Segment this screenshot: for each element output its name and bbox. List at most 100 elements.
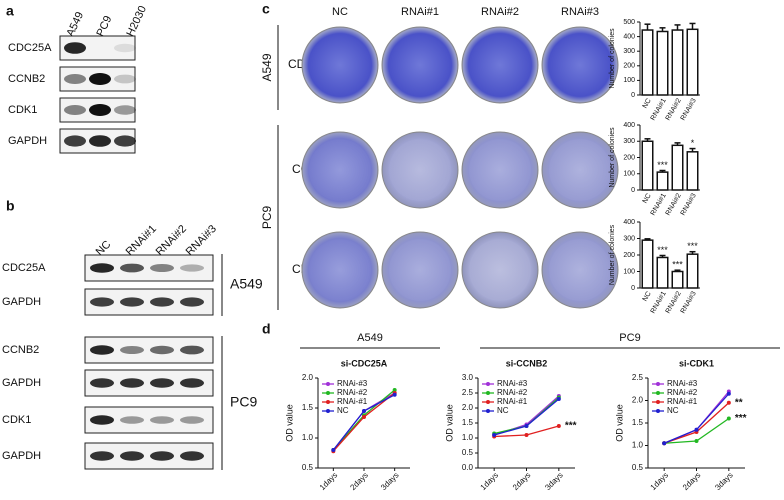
band [180,451,204,461]
legend-label: RNAi-#1 [497,397,528,406]
y-tick-label: 0 [631,92,635,99]
band [90,451,114,461]
legend-marker [486,391,490,395]
colony-stain [463,233,537,307]
colony-stain [383,28,457,102]
y-tick-label: 300 [623,235,635,242]
band [89,73,111,85]
point [556,424,561,428]
y-tick-label: 200 [623,63,635,70]
point [694,439,699,443]
point [662,441,667,446]
y-tick-label: 0.5 [462,448,474,457]
band [64,42,86,54]
colony-stain [383,133,457,207]
colony-stain [543,233,617,307]
cell-line-label: PC9 [260,206,274,230]
band [89,135,111,147]
legend-label: NC [667,406,679,415]
bar [656,30,669,96]
y-tick-label: 2.5 [462,388,474,397]
legend-label: RNAi-#3 [337,379,368,388]
point [694,427,699,432]
y-tick-label: 1.5 [302,403,314,412]
y-tick-label: 1.5 [632,418,644,427]
y-tick-label: 300 [623,138,635,145]
y-tick-label: 400 [623,33,635,40]
column-label: NC [332,6,348,18]
x-tick-label: NC [642,290,653,302]
legend-label: RNAi-#3 [497,379,528,388]
column-label: RNAi#2 [481,6,519,18]
chart-title: si-CCNB2 [506,358,548,368]
legend-label: NC [337,406,349,415]
band [150,264,174,272]
y-tick-label: 300 [623,48,635,55]
point [392,392,397,397]
legend-marker [656,409,660,413]
column-label: RNAi#3 [561,6,599,18]
bar [686,253,699,289]
group-label: A549 [230,276,263,292]
band [150,378,174,388]
column-label: RNAi#1 [401,6,439,18]
legend-label: RNAi-#2 [497,388,528,397]
panel-label: d [262,321,271,337]
legend-label: RNAi-#2 [337,388,368,397]
band [120,263,144,273]
band [150,451,174,461]
y-axis-label: OD value [444,404,454,442]
colony-stain [543,28,617,102]
point [362,409,366,413]
point [524,433,529,437]
y-tick-label: 3.0 [462,373,474,382]
significance: * [691,138,695,148]
band [114,74,136,84]
chart-title: si-CDK1 [679,358,714,368]
band [64,135,86,147]
y-tick-label: 1.0 [302,433,314,442]
point [362,415,366,419]
y-tick-label: 1.5 [462,418,474,427]
y-axis-label: OD value [614,404,624,442]
band [114,135,136,147]
y-axis-label: Number of colonies [609,224,616,285]
y-tick-label: 100 [623,77,635,84]
band [120,378,144,388]
bar [641,140,654,191]
band [90,378,114,388]
legend-marker [326,382,330,386]
blot-label: CDC25A [2,262,46,274]
point [726,400,731,405]
y-tick-label: 500 [623,19,635,26]
y-tick-label: 400 [623,122,635,129]
band [90,263,114,273]
y-tick-label: 2.0 [462,403,474,412]
bar [671,144,684,191]
legend-marker [326,400,330,404]
band [120,416,144,424]
legend-marker [486,400,490,404]
band [64,74,86,84]
band [114,105,136,115]
significance: *** [657,160,668,170]
y-tick-label: 2.5 [632,373,644,382]
y-axis-label: OD value [284,404,294,442]
blot-label: CCNB2 [8,73,45,85]
band [150,416,174,424]
chart-title: si-CDC25A [341,358,388,368]
legend-marker [486,409,490,413]
colony-stain [463,28,537,102]
blot-label: CDK1 [8,104,37,116]
y-tick-label: 0.5 [632,463,644,472]
significance: *** [672,260,683,270]
band [90,415,114,425]
significance: *** [565,421,577,432]
y-tick-label: 200 [623,252,635,259]
band [120,451,144,461]
y-tick-label: 0.5 [302,463,314,472]
y-tick-label: 2.0 [302,373,314,382]
y-tick-label: 2.0 [632,396,644,405]
y-tick-label: 0 [631,187,635,194]
bar [641,29,654,96]
